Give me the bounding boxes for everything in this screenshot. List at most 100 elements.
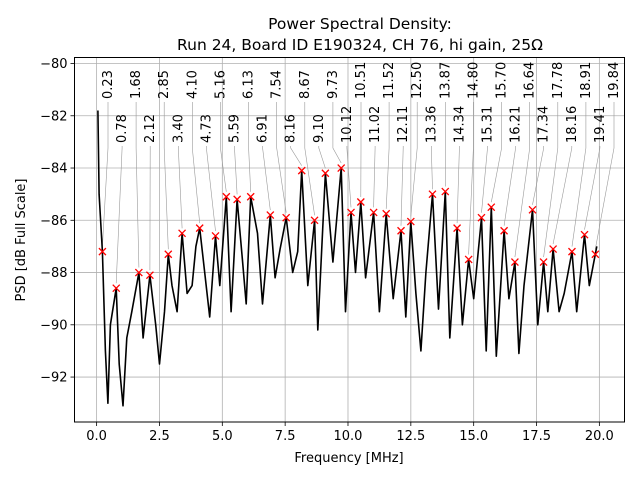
y-tick-label: −90 [40, 318, 67, 333]
peak-marker-stroke [347, 208, 355, 217]
peak-label: 0.78 [115, 114, 130, 143]
peak-marker [382, 209, 391, 218]
peak-leader-line [192, 102, 200, 224]
peak-marker-stroke [591, 250, 600, 259]
peak-leader-line [571, 102, 587, 247]
peak-leader-line [385, 102, 390, 209]
peak-marker [222, 192, 231, 201]
peak-marker [337, 164, 346, 172]
peak-marker-stroke [233, 195, 242, 204]
y-tick-label: −92 [40, 371, 67, 386]
peak-marker-stroke [112, 284, 121, 293]
peak-marker-stroke [222, 192, 231, 201]
peak-marker [528, 205, 537, 214]
peak-marker-stroke [282, 213, 291, 222]
peak-marker-stroke [397, 226, 405, 235]
peak-marker [539, 258, 548, 267]
peak-marker [477, 213, 486, 222]
x-tick-label: 0.0 [86, 429, 107, 444]
peak-label: 4.10 [185, 70, 200, 99]
plot-area [97, 110, 600, 407]
peak-marker [453, 224, 462, 233]
peak-marker [356, 198, 365, 206]
peak-leader-line [276, 102, 287, 213]
peak-marker-stroke [539, 258, 548, 267]
peak-leader-line [346, 146, 352, 208]
peak-marker-stroke [98, 247, 107, 256]
peak-marker-stroke [211, 232, 220, 240]
peak-marker [406, 217, 415, 226]
y-tick-label: −84 [40, 162, 67, 177]
peak-marker-stroke [549, 245, 558, 253]
peak-marker [428, 190, 437, 199]
peak-leader-line [430, 146, 433, 190]
peak-label: 15.70 [495, 62, 510, 99]
peak-label: 9.73 [326, 70, 341, 99]
peak-leader-lines [102, 102, 615, 284]
peak-leader-line [178, 146, 183, 229]
peak-leader-line [248, 102, 251, 192]
peak-marker [282, 213, 291, 222]
peak-label: 10.51 [354, 62, 369, 99]
peak-marker-stroke [453, 224, 462, 233]
peak-marker-stroke [195, 224, 204, 233]
peak-label: 14.80 [466, 62, 481, 99]
peak-leader-line [332, 102, 342, 164]
peak-leader-line [532, 146, 545, 205]
peak-label: 14.34 [452, 106, 467, 143]
peak-marker-stroke [134, 268, 143, 277]
peak-marker [549, 245, 558, 253]
peak-marker [233, 195, 242, 204]
x-tick-label: 2.5 [149, 429, 170, 444]
peak-leader-line [318, 146, 326, 169]
peak-leader-line [115, 146, 123, 284]
peak-marker [310, 216, 319, 225]
peak-label: 19.84 [607, 62, 622, 99]
peak-label: 18.91 [579, 62, 594, 99]
peak-label: 18.16 [565, 106, 580, 143]
peak-leader-line [206, 146, 216, 232]
peak-label: 17.34 [537, 106, 552, 143]
x-tick-label: 20.0 [585, 429, 614, 444]
chart-title-line-1: Power Spectral Density: [268, 15, 452, 33]
peak-marker [266, 211, 275, 220]
y-tick-label: −80 [40, 57, 67, 72]
peak-marker-stroke [297, 166, 306, 175]
peak-label: 9.10 [312, 114, 327, 143]
peak-leader-line [456, 146, 460, 224]
x-tick-label: 10.0 [334, 429, 363, 444]
chart-title-line-2: Run 24, Board ID E190324, CH 76, hi gain… [177, 36, 543, 54]
peak-leader-line [400, 146, 404, 226]
peak-label: 12.50 [410, 62, 425, 99]
ticks: 0.0 2.5 5.0 7.5 10.0 12.5 15.0 17.5 20.0 −80 −82 −8… [40, 57, 614, 444]
peak-label: 15.31 [481, 106, 496, 143]
peak-marker [211, 232, 220, 240]
peak-leader-line [503, 146, 516, 226]
peak-label: 2.12 [143, 114, 158, 143]
peak-marker-stroke [369, 208, 378, 217]
peak-marker [580, 230, 589, 239]
peak-leader-line [290, 146, 302, 166]
peak-marker [98, 247, 107, 256]
peak-label: 17.78 [551, 62, 566, 99]
peak-marker-stroke [266, 211, 275, 220]
peak-marker [112, 284, 121, 293]
peak-label: 6.13 [242, 70, 257, 99]
peak-label: 8.67 [298, 70, 313, 99]
y-tick-label: −86 [40, 214, 67, 229]
peak-label: 5.59 [228, 114, 243, 143]
peak-leader-line [595, 102, 615, 250]
peak-marker-stroke [246, 192, 255, 201]
peak-leader-line [491, 102, 502, 203]
x-tick-label: 5.0 [212, 429, 233, 444]
peak-marker [321, 169, 330, 178]
peak-marker [195, 224, 204, 233]
peak-marker-stroke [510, 258, 519, 267]
peak-marker-stroke [310, 216, 319, 225]
peak-leader-line [262, 146, 271, 211]
peak-label: 16.21 [509, 106, 524, 143]
peak-label: 7.54 [270, 70, 285, 99]
peak-marker [441, 187, 450, 196]
peak-marker [369, 208, 378, 217]
